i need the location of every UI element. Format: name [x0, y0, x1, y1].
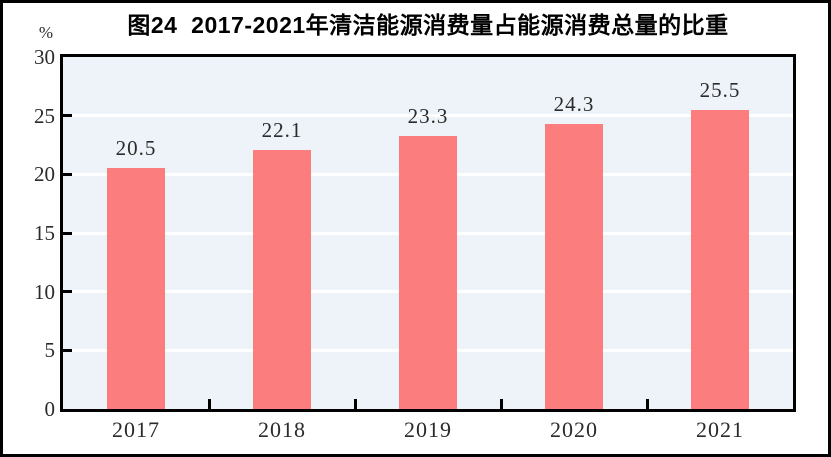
bar	[399, 135, 457, 409]
y-axis-tick	[63, 172, 72, 176]
x-axis-tick	[645, 399, 649, 409]
bar	[691, 109, 749, 409]
x-axis-tick	[499, 399, 503, 409]
x-axis-label: 2018	[258, 417, 306, 442]
y-axis-label: 5	[44, 338, 56, 363]
y-axis-tick	[63, 348, 72, 352]
plot-area: 20.5 22.1 23.3 24.3 25.5	[60, 54, 796, 412]
bar	[545, 123, 603, 409]
y-axis-label: 30	[34, 45, 55, 69]
bar-value-label: 24.3	[553, 91, 595, 116]
bar	[107, 168, 165, 409]
x-axis-tick	[353, 399, 357, 409]
bar-value-label: 22.1	[261, 117, 303, 142]
y-axis-label: 15	[34, 221, 55, 245]
y-axis-label: 20	[34, 162, 55, 187]
y-axis-unit-label: %	[38, 23, 54, 42]
y-axis-label: 0	[44, 397, 56, 421]
y-axis-tick	[63, 231, 72, 235]
x-axis-tick	[207, 399, 211, 409]
x-axis-label: 2019	[404, 417, 452, 442]
bar	[253, 149, 311, 409]
bar-value-label: 23.3	[407, 103, 449, 128]
bar-value-label: 25.5	[699, 77, 741, 102]
bar-value-label: 20.5	[115, 136, 157, 161]
x-axis-label: 2021	[696, 417, 744, 442]
chart-title: 图24 2017-2021年清洁能源消费量占能源消费总量的比重	[127, 12, 729, 38]
x-axis-label: 2017	[112, 417, 160, 442]
gridline	[63, 114, 793, 118]
y-axis-tick	[63, 290, 72, 294]
y-axis-tick	[63, 114, 72, 118]
y-axis-label: 10	[34, 279, 55, 304]
y-axis-label: 25	[34, 103, 55, 128]
x-axis-label: 2020	[550, 417, 598, 442]
